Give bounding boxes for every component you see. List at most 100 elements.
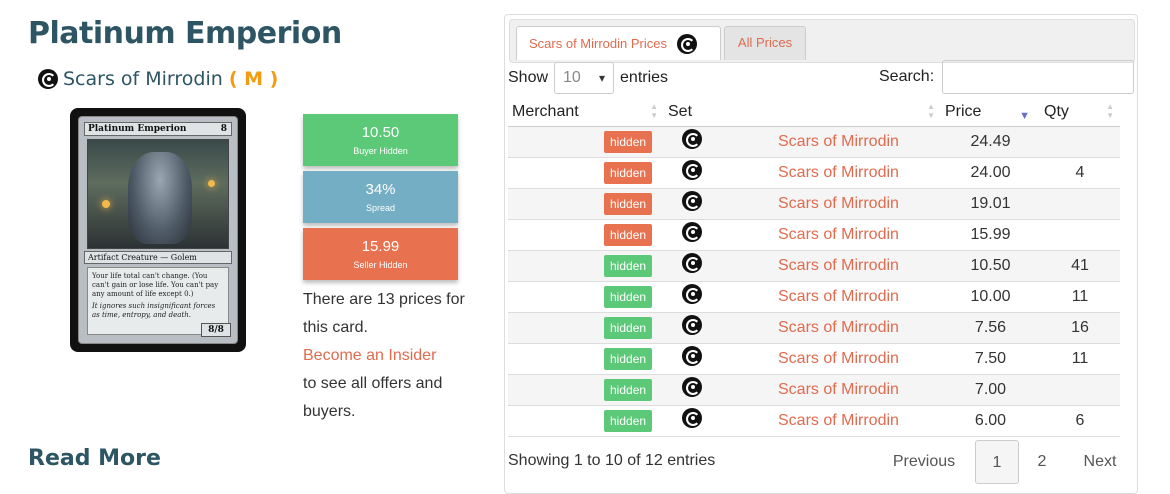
hidden-merchant-badge[interactable]: hidden (604, 223, 653, 246)
card-power-toughness: 8/8 (201, 323, 231, 337)
set-symbol-icon (682, 284, 702, 304)
tab-set-prices[interactable]: Scars of Mirrodin Prices (516, 26, 721, 60)
qty-cell (1040, 219, 1120, 251)
set-name-cell[interactable]: Scars of Mirrodin (724, 219, 941, 251)
set-name-cell[interactable]: Scars of Mirrodin (724, 126, 941, 158)
qty-cell: 41 (1040, 250, 1120, 282)
card-image-name: Platinum Emperion 8 (84, 122, 232, 136)
pagination-page-1[interactable]: 1 (975, 440, 1019, 484)
merchant-cell: hidden (508, 250, 664, 282)
card-face: Platinum Emperion 8 Artifact Creature — … (78, 116, 238, 344)
hidden-merchant-badge[interactable]: hidden (604, 316, 653, 339)
pagination-next[interactable]: Next (1083, 453, 1117, 470)
card-rules-text: Your life total can't change. (You can't… (92, 272, 219, 298)
merchant-cell: hidden (508, 188, 664, 220)
price-cell: 10.00 (941, 281, 1040, 313)
set-symbol-icon (682, 222, 702, 242)
pagination-previous[interactable]: Previous (892, 453, 956, 470)
buy-price-label: Buyer Hidden (353, 146, 408, 156)
entries-length-control: Show 10 entries (508, 62, 668, 94)
table-row: hidden Scars of Mirrodin 7.00 (508, 374, 1120, 406)
set-symbol-icon (682, 253, 702, 273)
merchant-cell: hidden (508, 219, 664, 251)
set-name-cell[interactable]: Scars of Mirrodin (724, 343, 941, 375)
qty-cell: 16 (1040, 312, 1120, 344)
table-row: hidden Scars of Mirrodin 7.50 11 (508, 343, 1120, 375)
sort-desc-icon: ▼ (1019, 110, 1030, 122)
hidden-merchant-badge[interactable]: hidden (604, 161, 653, 184)
qty-header-label: Qty (1044, 102, 1069, 120)
set-name-link[interactable]: Scars of Mirrodin (63, 68, 223, 90)
set-symbol-icon (682, 377, 702, 397)
set-name-cell[interactable]: Scars of Mirrodin (724, 250, 941, 282)
show-label: Show (508, 69, 549, 86)
qty-cell (1040, 374, 1120, 406)
set-name-cell[interactable]: Scars of Mirrodin (724, 157, 941, 189)
hidden-merchant-badge[interactable]: hidden (604, 285, 653, 308)
price-cell: 7.00 (941, 374, 1040, 406)
prices-table-body: hidden Scars of Mirrodin 24.49 hidden Scars … (508, 126, 1120, 437)
set-symbol-icon (682, 408, 702, 428)
set-name-cell[interactable]: Scars of Mirrodin (724, 405, 941, 437)
set-name-cell[interactable]: Scars of Mirrodin (724, 188, 941, 220)
price-count-text: There are 13 prices for this card. (303, 291, 465, 336)
set-name-cell[interactable]: Scars of Mirrodin (724, 312, 941, 344)
qty-cell: 6 (1040, 405, 1120, 437)
table-row: hidden Scars of Mirrodin 24.00 4 (508, 157, 1120, 189)
set-column-header[interactable]: Set ▲ ▼ (664, 98, 941, 127)
price-cell: 15.99 (941, 219, 1040, 251)
golem-art-icon (128, 152, 192, 244)
set-line: Scars of Mirrodin ( M ) (38, 68, 278, 90)
tab-all-prices[interactable]: All Prices (724, 26, 806, 60)
table-header-row: Merchant ▲ ▼ Set ▲ ▼ Price ▼ Qty ▲ ▼ (508, 98, 1120, 127)
set-name-cell[interactable]: Scars of Mirrodin (724, 281, 941, 313)
table-row: hidden Scars of Mirrodin 7.56 16 (508, 312, 1120, 344)
hidden-merchant-badge[interactable]: hidden (604, 130, 653, 153)
merchant-header-label: Merchant (512, 102, 579, 120)
set-icon-cell (664, 343, 724, 375)
table-row: hidden Scars of Mirrodin 24.49 (508, 126, 1120, 158)
price-column-header[interactable]: Price ▼ (941, 98, 1040, 127)
set-icon-cell (664, 157, 724, 189)
qty-cell: 11 (1040, 343, 1120, 375)
sell-price-label: Seller Hidden (353, 260, 408, 270)
price-info: There are 13 prices for this card. Becom… (303, 286, 473, 426)
set-symbol-icon (682, 129, 702, 149)
pagination-page-2[interactable]: 2 (1037, 453, 1047, 470)
table-row: hidden Scars of Mirrodin 15.99 (508, 219, 1120, 251)
search-input[interactable] (942, 60, 1135, 94)
become-insider-link[interactable]: Become an Insider (303, 347, 437, 364)
qty-cell (1040, 126, 1120, 158)
tab-set-prices-label: Scars of Mirrodin Prices (529, 35, 667, 51)
entries-select[interactable]: 10 (554, 62, 615, 94)
price-cell: 6.00 (941, 405, 1040, 437)
card-title: Platinum Emperion (28, 16, 342, 51)
qty-column-header[interactable]: Qty ▲ ▼ (1040, 98, 1120, 127)
table-row: hidden Scars of Mirrodin 6.00 6 (508, 405, 1120, 437)
hidden-merchant-badge[interactable]: hidden (604, 409, 653, 432)
merchant-cell: hidden (508, 405, 664, 437)
set-icon-cell (664, 250, 724, 282)
set-icon-cell (664, 312, 724, 344)
hidden-merchant-badge[interactable]: hidden (604, 192, 653, 215)
hidden-merchant-badge[interactable]: hidden (604, 254, 653, 277)
set-icon-cell (664, 188, 724, 220)
card-art (87, 139, 229, 249)
card-type-line: Artifact Creature — Golem (84, 251, 232, 264)
search-label: Search: (879, 68, 935, 85)
card-text-box: Your life total can't change. (You can't… (87, 267, 229, 335)
rarity-label: ( M ) (228, 68, 279, 90)
set-symbol-icon (682, 191, 702, 211)
hidden-merchant-badge[interactable]: hidden (604, 378, 653, 401)
hidden-merchant-badge[interactable]: hidden (604, 347, 653, 370)
read-more-heading[interactable]: Read More (28, 446, 161, 471)
price-cell: 10.50 (941, 250, 1040, 282)
price-cell: 19.01 (941, 188, 1040, 220)
qty-cell: 4 (1040, 157, 1120, 189)
set-icon-cell (664, 219, 724, 251)
set-name-cell[interactable]: Scars of Mirrodin (724, 374, 941, 406)
set-symbol-icon (682, 160, 702, 180)
merchant-column-header[interactable]: Merchant ▲ ▼ (508, 98, 664, 127)
insider-explainer-text: to see all offers and buyers. (303, 375, 443, 420)
spread-label: Spread (365, 203, 396, 213)
